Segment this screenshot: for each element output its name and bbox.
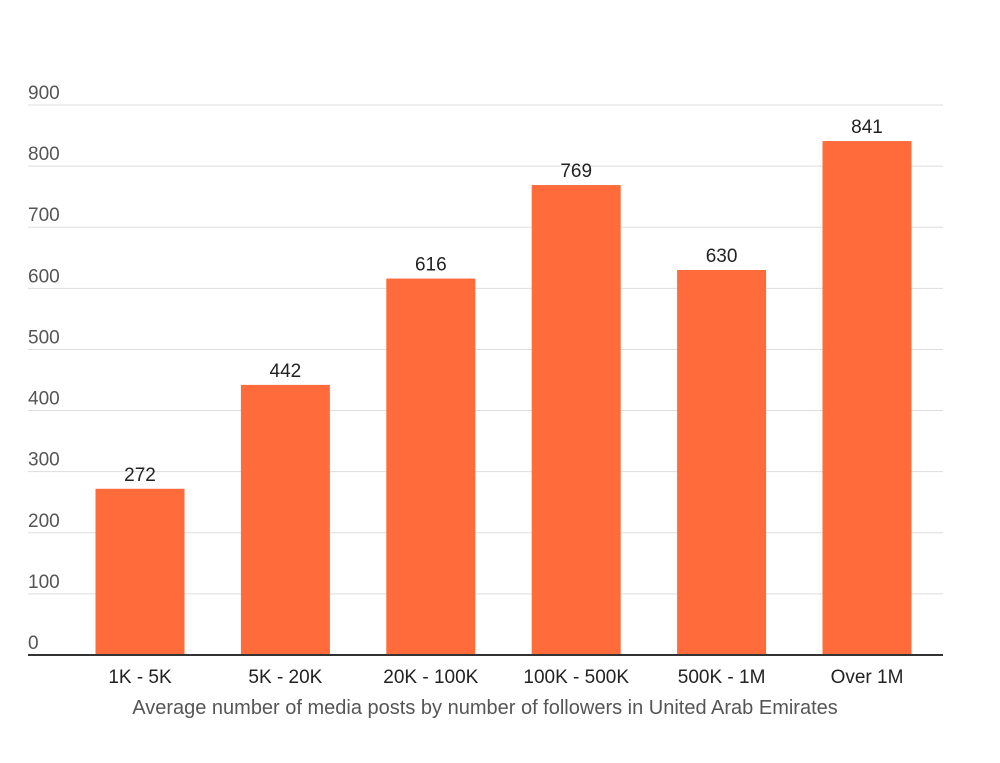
bar bbox=[677, 270, 767, 655]
x-tick-label: 1K - 5K bbox=[108, 667, 172, 688]
x-tick-label: 20K - 100K bbox=[383, 667, 478, 688]
x-tick-label: 500K - 1M bbox=[678, 667, 766, 688]
bar bbox=[531, 185, 621, 656]
y-tick-label: 400 bbox=[28, 389, 60, 410]
bar bbox=[822, 141, 912, 656]
x-axis-categories: 1K - 5K 5K - 20K 20K - 100K 100K - 500K 500K… bbox=[108, 667, 903, 688]
y-tick-label: 800 bbox=[28, 144, 60, 165]
y-tick-label: 600 bbox=[28, 266, 60, 287]
bar bbox=[95, 488, 185, 655]
data-label: 630 bbox=[706, 246, 738, 267]
x-tick-label: 5K - 20K bbox=[248, 667, 322, 688]
y-tick-label: 0 bbox=[28, 633, 39, 654]
data-label: 272 bbox=[124, 465, 156, 486]
bar bbox=[386, 278, 476, 655]
y-tick-label: 300 bbox=[28, 450, 60, 471]
data-label: 769 bbox=[560, 161, 592, 182]
data-label: 841 bbox=[851, 117, 883, 138]
bar bbox=[240, 384, 330, 655]
y-tick-label: 500 bbox=[28, 327, 60, 348]
x-tick-label: 100K - 500K bbox=[523, 667, 629, 688]
y-tick-label: 100 bbox=[28, 572, 60, 593]
data-label: 442 bbox=[270, 361, 302, 382]
bars bbox=[95, 141, 912, 656]
data-labels: 272 442 616 769 630 841 bbox=[124, 117, 883, 486]
x-axis-title: Average number of media posts by number … bbox=[132, 697, 838, 719]
y-tick-label: 200 bbox=[28, 511, 60, 532]
x-tick-label: Over 1M bbox=[831, 667, 904, 688]
data-label: 616 bbox=[415, 255, 447, 276]
y-tick-label: 900 bbox=[28, 83, 60, 104]
y-tick-label: 700 bbox=[28, 205, 60, 226]
y-axis-ticks: 0 100 200 300 400 500 600 700 800 900 bbox=[28, 83, 60, 654]
